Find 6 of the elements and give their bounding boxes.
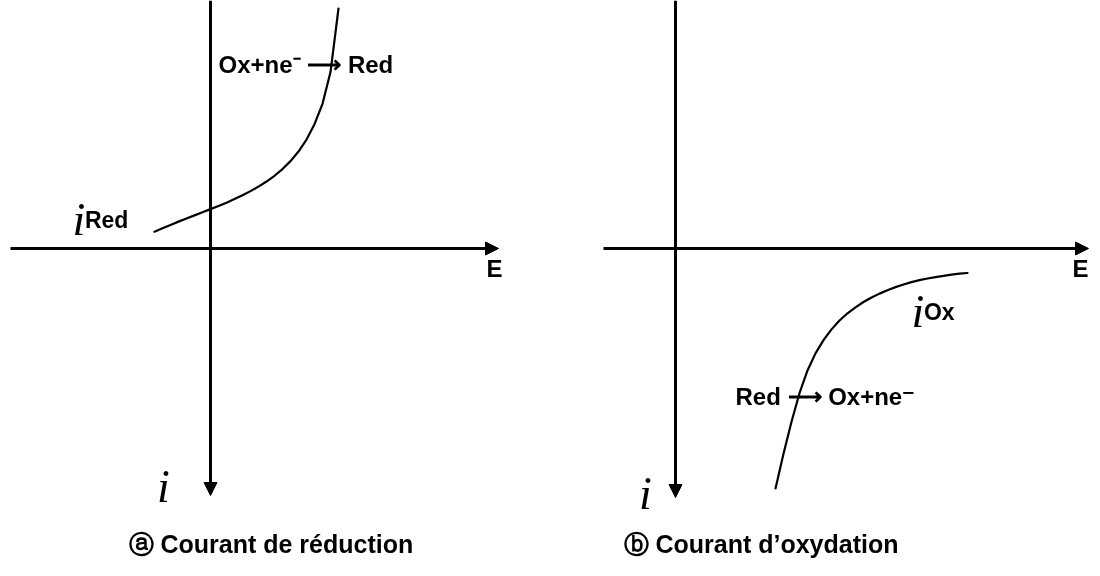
text: ⓑ Courant d’oxydation [623,529,899,558]
text: i [157,461,170,512]
text: ⓐ Courant de réduction [128,529,414,558]
x-axis-title: E [486,255,503,282]
annotation: i [639,468,652,519]
x-axis-title: E [1072,255,1089,282]
